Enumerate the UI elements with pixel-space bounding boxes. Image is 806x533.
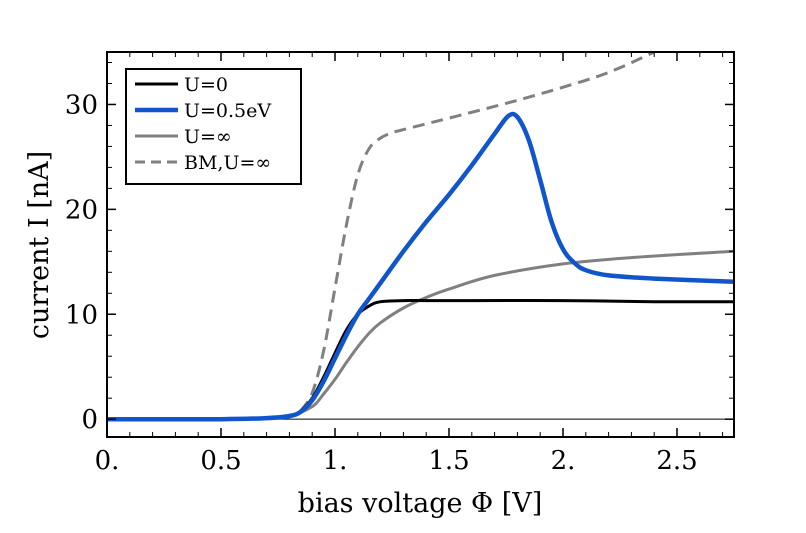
y-tick-label: 0 (81, 405, 98, 435)
x-tick-label: 0. (95, 446, 120, 476)
y-axis-label: current I [nA] (24, 151, 55, 339)
plot-frame (106, 51, 735, 438)
series-line-bm-u-inf (299, 52, 655, 412)
x-tick-label: 1. (323, 446, 348, 476)
y-tick-label: 30 (65, 90, 98, 120)
legend-label-u-0-5ev: U=0.5eV (184, 100, 271, 122)
x-tick-label: 0.5 (200, 446, 241, 476)
x-tick-label: 1.5 (428, 446, 469, 476)
x-tick-label: 2.5 (656, 446, 697, 476)
series-line-u-0-5ev (107, 111, 734, 422)
series-line-u-0 (107, 299, 734, 421)
legend-label-u-inf: U=∞ (184, 126, 232, 148)
y-tick-label: 20 (65, 195, 98, 225)
legend-box (125, 68, 302, 185)
legend-label-u-0: U=0 (184, 74, 228, 96)
legend-label-bm-u-inf: BM,U=∞ (184, 152, 271, 174)
y-tick-label: 10 (65, 300, 98, 330)
x-axis-label: bias voltage Φ [V] (298, 488, 543, 519)
x-tick-label: 2. (551, 446, 576, 476)
